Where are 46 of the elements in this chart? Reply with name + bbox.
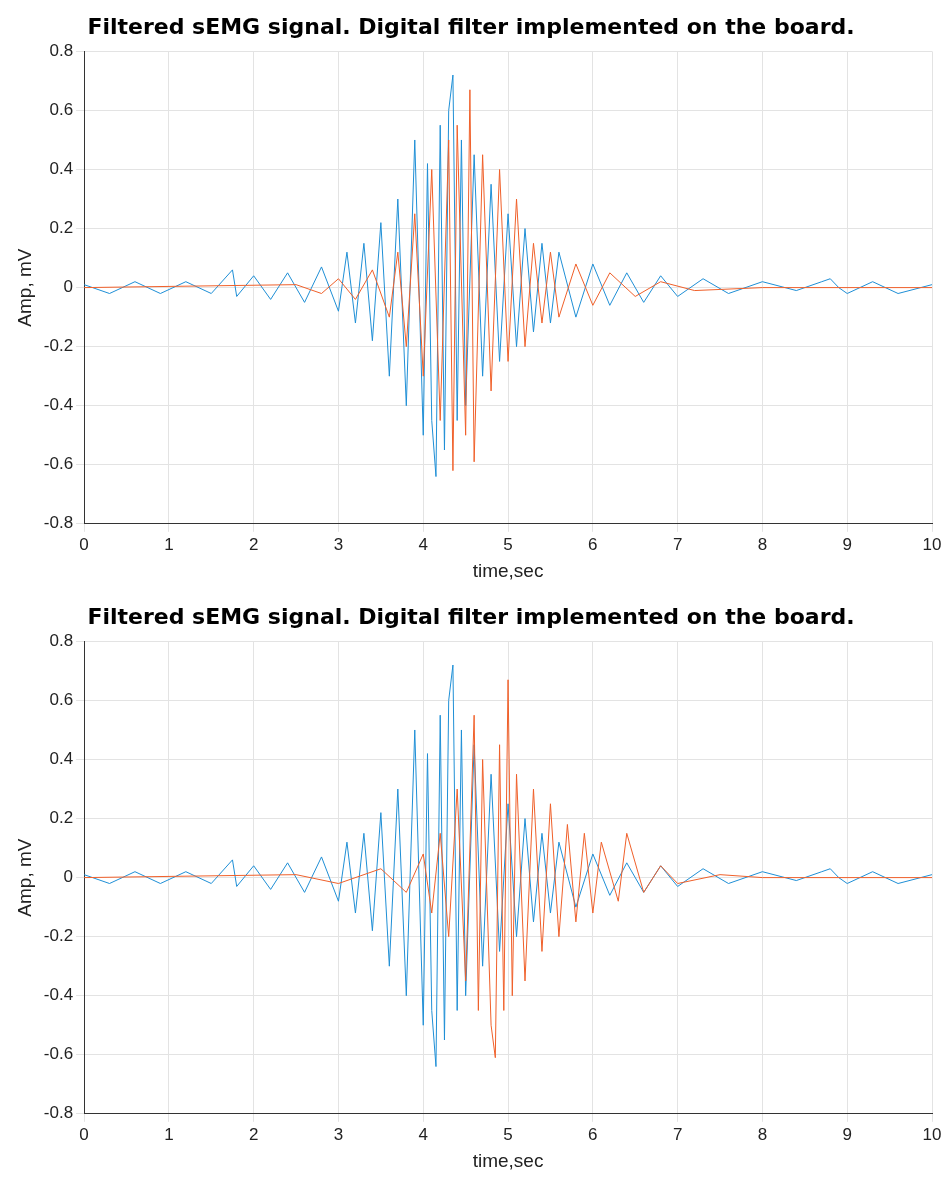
chart-title: Filtered sEMG signal. Digital filter implemented on the board. bbox=[87, 13, 855, 39]
y-tick-label: 0.6 bbox=[49, 690, 74, 710]
y-tick-label: 0.2 bbox=[49, 808, 74, 828]
y-tick-label: 0.4 bbox=[49, 159, 74, 179]
y-tick-label: 0.8 bbox=[49, 41, 74, 61]
x-tick-label: 1 bbox=[164, 1124, 174, 1144]
x-tick-label: 2 bbox=[248, 534, 259, 554]
x-tick-label: 10 bbox=[922, 1124, 942, 1144]
x-tick-label: 4 bbox=[418, 1124, 428, 1144]
x-tick-label: 3 bbox=[333, 1124, 344, 1144]
x-tick-label: 6 bbox=[588, 1124, 598, 1144]
y-tick-label: 0.6 bbox=[49, 100, 74, 120]
y-tick-label: -0.6 bbox=[43, 1044, 74, 1064]
y-tick-label: -0.2 bbox=[43, 336, 74, 356]
y-tick-label: 0 bbox=[63, 277, 74, 297]
x-axis-title: time,sec bbox=[472, 1149, 544, 1171]
x-tick-label: 2 bbox=[248, 1124, 259, 1144]
y-axis-title: Amp, mV bbox=[13, 838, 35, 917]
y-tick-label: -0.4 bbox=[43, 395, 74, 415]
x-tick-label: 8 bbox=[757, 1124, 768, 1144]
x-tick-label: 9 bbox=[842, 534, 852, 554]
x-tick-label: 8 bbox=[757, 534, 768, 554]
chart-title: Filtered sEMG signal. Digital filter implemented on the board. bbox=[87, 603, 855, 629]
y-tick-label: 0.4 bbox=[49, 749, 74, 769]
x-tick-label: 3 bbox=[333, 534, 344, 554]
y-tick-label: -0.6 bbox=[43, 454, 74, 474]
x-tick-label: 0 bbox=[79, 534, 89, 554]
y-tick-label: -0.4 bbox=[43, 985, 74, 1005]
y-tick-label: -0.8 bbox=[43, 1103, 74, 1123]
y-tick-label: 0 bbox=[63, 867, 74, 887]
y-tick-label: -0.2 bbox=[43, 926, 74, 946]
x-tick-label: 7 bbox=[672, 1124, 683, 1144]
x-tick-label: 0 bbox=[79, 1124, 89, 1144]
y-tick-label: 0.2 bbox=[49, 218, 74, 238]
x-tick-label: 5 bbox=[503, 1124, 513, 1144]
x-tick-label: 4 bbox=[418, 534, 428, 554]
x-tick-label: 9 bbox=[842, 1124, 852, 1144]
x-tick-label: 10 bbox=[922, 534, 942, 554]
x-tick-label: 6 bbox=[588, 534, 598, 554]
y-axis-title: Amp, mV bbox=[13, 248, 35, 327]
x-axis-title: time,sec bbox=[472, 559, 544, 581]
x-tick-label: 5 bbox=[503, 534, 513, 554]
y-tick-label: -0.8 bbox=[43, 513, 74, 533]
x-tick-label: 7 bbox=[672, 534, 683, 554]
x-tick-label: 1 bbox=[164, 534, 174, 554]
y-tick-label: 0.8 bbox=[49, 631, 74, 651]
